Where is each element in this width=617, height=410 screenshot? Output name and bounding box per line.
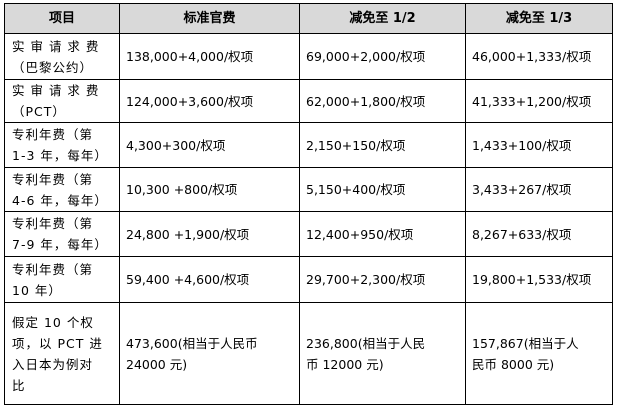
cell-item: 实 审 请 求 费 （PCT） <box>4 79 120 123</box>
cell-item: 专利年费（第 10 年） <box>4 256 120 303</box>
cell-standard-fee: 138,000+4,000/权项 <box>119 33 300 80</box>
table-row: 专利年费（第 7-9 年，每年） 24,800 +1,900/权项 12,400+9… <box>4 211 613 257</box>
cell-half-reduction: 29,700+2,300/权项 <box>299 256 466 303</box>
table-row: 专利年费（第 10 年） 59,400 +4,600/权项 29,700+2,300… <box>4 256 613 303</box>
cell-item: 专利年费（第 7-9 年，每年） <box>4 211 120 257</box>
table-row: 专利年费（第 4-6 年，每年） 10,300 +800/权项 5,150+400/… <box>4 167 613 212</box>
cell-item: 实 审 请 求 费 （巴黎公约） <box>4 33 120 80</box>
table-row: 实 审 请 求 费 （巴黎公约） 138,000+4,000/权项 69,000+2… <box>4 33 613 80</box>
cell-half-reduction: 69,000+2,000/权项 <box>299 33 466 80</box>
header-half-reduction: 减免至 1/2 <box>299 3 466 34</box>
cell-standard-fee: 10,300 +800/权项 <box>119 167 300 212</box>
cell-standard-fee: 24,800 +1,900/权项 <box>119 211 300 257</box>
cell-standard-fee: 124,000+3,600/权项 <box>119 79 300 123</box>
cell-third-reduction: 19,800+1,533/权项 <box>465 256 613 303</box>
cell-third-reduction: 3,433+267/权项 <box>465 167 613 212</box>
cell-third-reduction: 1,433+100/权项 <box>465 122 613 168</box>
cell-standard-fee: 4,300+300/权项 <box>119 122 300 168</box>
cell-standard-fee: 473,600(相当于人民币 24000 元) <box>119 302 300 405</box>
cell-half-reduction: 236,800(相当于人民 币 12000 元) <box>299 302 466 405</box>
cell-third-reduction: 8,267+633/权项 <box>465 211 613 257</box>
fee-comparison-table: 项目 标准官费 减免至 1/2 减免至 1/3 实 审 请 求 费 （巴黎公约）… <box>4 3 613 405</box>
table-row: 专利年费（第 1-3 年，每年） 4,300+300/权项 2,150+150/权项… <box>4 122 613 168</box>
cell-standard-fee: 59,400 +4,600/权项 <box>119 256 300 303</box>
cell-third-reduction: 157,867(相当于人 民币 8000 元) <box>465 302 613 405</box>
header-standard-fee: 标准官费 <box>119 3 300 34</box>
cell-half-reduction: 62,000+1,800/权项 <box>299 79 466 123</box>
cell-item: 专利年费（第 1-3 年，每年） <box>4 122 120 168</box>
cell-half-reduction: 5,150+400/权项 <box>299 167 466 212</box>
cell-third-reduction: 41,333+1,200/权项 <box>465 79 613 123</box>
cell-item: 假定 10 个权 项，以 PCT 进 入日本为例对 比 <box>4 302 120 405</box>
cell-half-reduction: 2,150+150/权项 <box>299 122 466 168</box>
cell-third-reduction: 46,000+1,333/权项 <box>465 33 613 80</box>
cell-item: 专利年费（第 4-6 年，每年） <box>4 167 120 212</box>
header-third-reduction: 减免至 1/3 <box>465 3 613 34</box>
header-row: 项目 标准官费 减免至 1/2 减免至 1/3 <box>4 3 613 34</box>
cell-half-reduction: 12,400+950/权项 <box>299 211 466 257</box>
table-row: 实 审 请 求 费 （PCT） 124,000+3,600/权项 62,000+1,… <box>4 79 613 123</box>
table-row: 假定 10 个权 项，以 PCT 进 入日本为例对 比 473,600(相当于人民… <box>4 302 613 405</box>
header-item: 项目 <box>4 3 120 34</box>
